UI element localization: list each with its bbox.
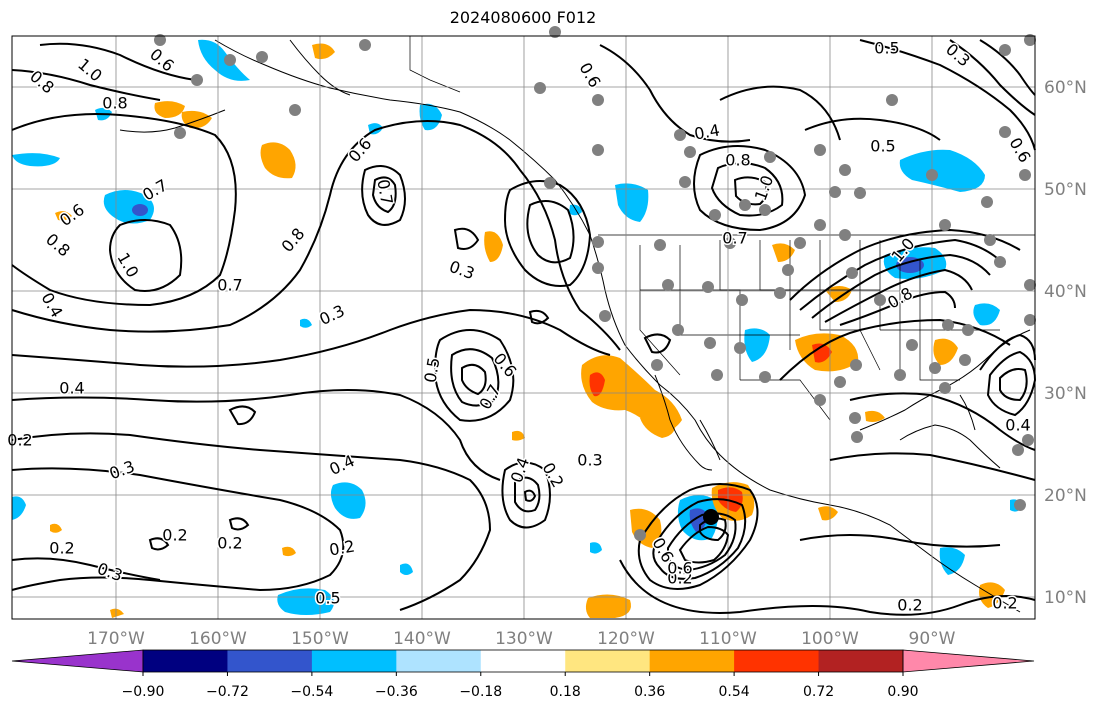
colorbar [11, 649, 1035, 673]
colorbar-tick-label: 0.72 [803, 684, 834, 700]
colorbar-extend-max [902, 649, 1035, 673]
longitude-labels: 170°W 160°W 150°W 140°W 130°W 120°W 110°… [87, 629, 956, 649]
colorbar-border [142, 649, 904, 673]
contour-label: 0.5 [315, 589, 340, 608]
contour-label: 0.7 [373, 178, 396, 206]
colorbar-segment [227, 650, 313, 672]
lon-label: 110°W [699, 629, 757, 649]
lon-label: 160°W [189, 629, 247, 649]
colorbar-tick-labels: −0.90 −0.72 −0.54 −0.36 −0.18 0.18 0.36 0.54 0.7… [122, 672, 919, 700]
storm-center-marker [703, 509, 719, 525]
contour-label: 0.2 [49, 539, 74, 558]
colorbar-tick-label: −0.72 [206, 684, 249, 700]
lon-label: 90°W [909, 629, 956, 649]
colorbar-tick-label: 0.36 [634, 684, 665, 700]
colorbar-segment [143, 650, 228, 672]
map-title: 2024080600 F012 [449, 8, 597, 27]
contour-label: 0.2 [217, 534, 242, 553]
contour-label: 0.4 [59, 379, 84, 398]
contour-label: 0.3 [577, 451, 602, 470]
contour-label: 0.7 [722, 229, 747, 248]
contour-label: 0.6 [667, 559, 692, 578]
contour-label: 0.8 [725, 151, 750, 170]
contour-label: 0.2 [992, 594, 1017, 613]
lat-label: 10°N [1044, 588, 1087, 608]
colorbar-segment [311, 650, 397, 672]
contour-label: 0.2 [7, 431, 32, 450]
contour-label: 0.2 [897, 596, 922, 615]
map-frame [11, 35, 1036, 620]
colorbar-tick-label: −0.36 [375, 684, 418, 700]
colorbar-tick-label: −0.90 [122, 684, 165, 700]
contour-label: 0.5 [874, 39, 899, 58]
state-borders [409, 36, 1035, 421]
lon-label: 100°W [801, 629, 859, 649]
lon-label: 130°W [495, 629, 553, 649]
lon-label: 120°W [597, 629, 655, 649]
lat-label: 30°N [1044, 384, 1087, 404]
lon-label: 150°W [291, 629, 349, 649]
contour-label: 0.7 [217, 276, 242, 295]
lat-label: 20°N [1044, 486, 1087, 506]
colorbar-tick-label: −0.18 [459, 684, 502, 700]
lat-label: 40°N [1044, 282, 1087, 302]
station-dots [154, 26, 1036, 541]
contour-label: 0.8 [102, 94, 127, 113]
colorbar-tick-label: 0.54 [719, 684, 750, 700]
colorbar-segment [565, 650, 651, 672]
lon-label: 140°W [393, 629, 451, 649]
lat-label: 50°N [1044, 180, 1087, 200]
colorbar-tick-label: −0.54 [290, 684, 333, 700]
latitude-labels: 60°N 50°N 40°N 30°N 20°N 10°N [1044, 78, 1087, 608]
contour-label-layer: 0.8 1.00.80.60.70.60.81.00.70.80.40.70.60… [6, 37, 1036, 616]
colorbar-segment [396, 650, 482, 672]
contour-label: 0.2 [667, 569, 692, 588]
contour-lines [11, 39, 1037, 616]
colorbar-extend-min [11, 649, 144, 673]
colorbar-tick-label: 0.90 [887, 684, 918, 700]
colorbar-segment [649, 650, 735, 672]
contour-label: 0.4 [1005, 416, 1030, 435]
colorbar-segment [480, 650, 566, 672]
lon-label: 170°W [87, 629, 145, 649]
contour-label: 0.5 [870, 137, 895, 156]
colorbar-segment [734, 650, 820, 672]
lat-label: 60°N [1044, 78, 1087, 98]
colorbar-segment [818, 650, 904, 672]
colorbar-tick-label: 0.18 [550, 684, 581, 700]
contour-label: 0.2 [162, 526, 187, 545]
